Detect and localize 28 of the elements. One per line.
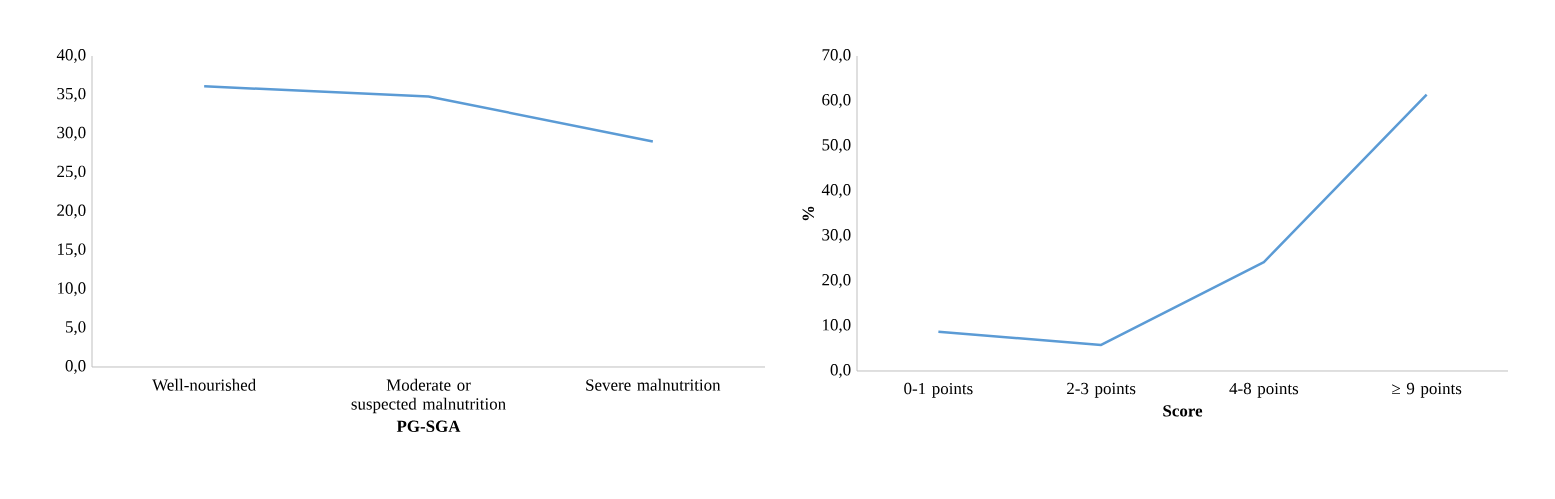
x-tick-label: 2-3 points	[1067, 382, 1136, 398]
y-tick-label: 10,0	[58, 282, 86, 297]
y-tick-label: 10,0	[823, 319, 851, 333]
y-tick-label: 0,0	[65, 360, 86, 374]
y-tick-label: 30,0	[822, 229, 851, 243]
y-tick-label: 25,0	[57, 165, 86, 180]
y-tick-label: 20,0	[822, 274, 851, 288]
x-tick-label: 4-8 points	[1229, 382, 1299, 398]
x-tick-label: Severe malnutrition	[586, 378, 721, 391]
y-tick-label: 5,0	[65, 321, 86, 336]
x-axis-title: PG-SGA	[396, 420, 461, 432]
y-tick-label: 20,0	[57, 204, 86, 219]
x-tick-label: Well-nourished	[152, 378, 256, 391]
y-tick-label: 0,0	[830, 364, 851, 378]
y-tick-label: 70,0	[822, 49, 851, 63]
y-tick-label: 60,0	[822, 94, 851, 108]
x-axis-title: Score	[1163, 405, 1203, 417]
x-tick-label: ≥ 9 points	[1392, 382, 1462, 398]
y-tick-label: 40,0	[821, 184, 851, 198]
y-tick-label: 35,0	[57, 87, 86, 102]
x-tick-label: Moderate or suspected malnutrition	[351, 378, 506, 414]
y-tick-label: 15,0	[58, 243, 86, 258]
x-tick-label: 0-1 points	[904, 382, 973, 398]
y-axis-title: %	[802, 206, 815, 221]
y-tick-label: 50,0	[822, 139, 851, 153]
y-tick-label: 30,0	[57, 126, 86, 141]
y-tick-label: 40,0	[56, 49, 86, 63]
line-series	[937, 93, 1428, 347]
